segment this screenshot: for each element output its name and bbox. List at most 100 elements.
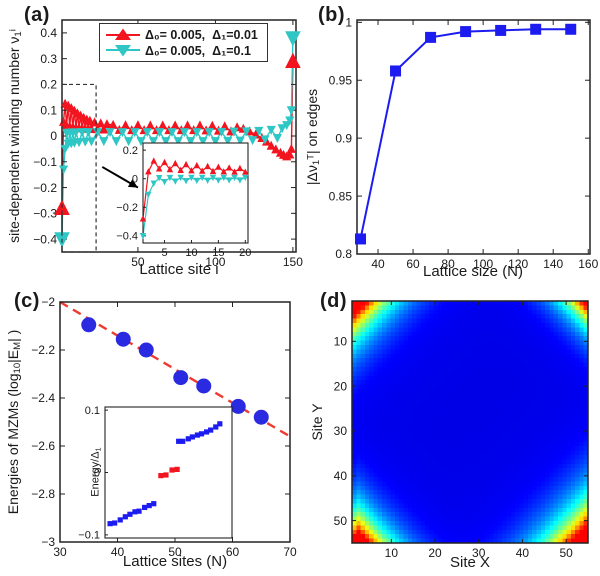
svg-text:0.1: 0.1 [85, 405, 100, 417]
chart-b: 40 60 80 100 120 140 160 0.8 0.85 0.9 0.95 1 [329, 16, 599, 271]
svg-text:10: 10 [185, 247, 197, 259]
chart-c_inset: −0.1 0 0.1 [78, 405, 233, 542]
svg-text:50: 50 [168, 545, 182, 559]
chart-c: 30 40 50 60 70 −3 −2.8 −2.6 −2.4 −2.2 −2 [31, 295, 297, 559]
svg-text:0.95: 0.95 [329, 73, 353, 87]
panel-c-xlabel: Lattice sites (N) [122, 553, 228, 570]
svg-text:−3: −3 [41, 535, 55, 549]
svg-text:5: 5 [161, 247, 167, 259]
panel-c-ylabel-text2: |E [4, 349, 21, 363]
svg-text:50: 50 [559, 546, 573, 560]
svg-text:−2.2: −2.2 [31, 343, 55, 357]
series-markers-c-0 [81, 317, 269, 425]
svg-text:60: 60 [226, 545, 240, 559]
svg-text:40: 40 [334, 469, 348, 483]
panel-b-ylabel-text1: |Δν [303, 165, 320, 186]
series-markers-a_inset-0 [139, 157, 249, 222]
svg-text:80: 80 [441, 257, 455, 271]
svg-text:70: 70 [283, 545, 297, 559]
panel-c-ylabel-sub2: M [12, 341, 24, 350]
ticks-c: 30 40 50 60 70 −3 −2.8 −2.6 −2.4 −2.2 −2 [31, 295, 297, 559]
svg-text:10: 10 [385, 546, 399, 560]
axes-frame-d [351, 300, 589, 544]
panel-b-plot: 40 60 80 100 120 140 160 0.8 0.85 0.9 0.95 1 [329, 16, 599, 271]
svg-text:30: 30 [53, 545, 67, 559]
svg-text:0: 0 [50, 129, 57, 143]
svg-text:30: 30 [472, 546, 486, 560]
panel-a-xlabel: Lattice site i [139, 261, 219, 278]
svg-text:60: 60 [406, 257, 420, 271]
ticks-a_inset: 5 10 15 20 −0.4 −0.2 0 0.2 [116, 145, 251, 259]
panel-d-plot: 10 20 30 40 50 10 20 30 40 50 [334, 300, 589, 560]
svg-text:40: 40 [516, 546, 530, 560]
svg-text:0.2: 0.2 [123, 145, 138, 157]
panel-a-plot: 50 100 15 0 −0.4 −0.3 −0.2 −0.1 0 0.1 0.2 0.3 0.4 5 10… [33, 19, 303, 269]
ticks-d: 10 20 30 40 50 10 20 30 40 50 [334, 301, 588, 560]
legend-label-1: Δ₀= 0.005, Δ₁=0.01 [145, 27, 258, 42]
panel-a-ylabel-text: site-dependent winding number ν [5, 36, 22, 243]
svg-text:0.1: 0.1 [40, 103, 57, 117]
svg-text:−0.1: −0.1 [33, 155, 57, 169]
svg-text:20: 20 [239, 247, 251, 259]
svg-text:−0.2: −0.2 [116, 202, 138, 214]
svg-text:−0.4: −0.4 [116, 231, 138, 243]
svg-text:50: 50 [131, 255, 145, 269]
series-line-b-0 [359, 28, 571, 240]
legend-item-delta1-001: Δ₀= 0.005, Δ₁=0.01 [105, 27, 258, 42]
series-markers-a_main-1 [54, 31, 301, 248]
svg-text:0.8: 0.8 [335, 247, 352, 261]
legend-red-up-triangle-icon [106, 28, 140, 40]
svg-text:30: 30 [334, 424, 348, 438]
panel-a-ylabel: site-dependent winding number ν1i [6, 29, 24, 243]
panel-b-ylabel-sub: 1 [311, 159, 323, 166]
svg-text:0.9: 0.9 [335, 131, 352, 145]
svg-text:20: 20 [334, 379, 348, 393]
chart-a_main: 50 100 15 0 −0.4 −0.3 −0.2 −0.1 0 0.1 0.2 0.3 0.4 [33, 19, 303, 269]
svg-text:−2.4: −2.4 [31, 391, 55, 405]
svg-text:100: 100 [473, 257, 493, 271]
svg-text:0.85: 0.85 [329, 189, 353, 203]
panel-a-legend: Δ₀= 0.005, Δ₁=0.01 Δ₀= 0.005, Δ₁=0.1 [99, 23, 268, 62]
series-markers-b-0 [355, 23, 577, 245]
svg-text:0.2: 0.2 [40, 78, 57, 92]
zoom-region-dashed-rect [61, 83, 97, 253]
panel-c-ylabel-text3: | ) [4, 329, 21, 342]
svg-text:0.3: 0.3 [40, 52, 57, 66]
panel-b-label: (b) [318, 4, 346, 26]
svg-text:120: 120 [508, 257, 528, 271]
svg-text:100: 100 [205, 255, 225, 269]
legend-item-delta1-01: Δ₀= 0.005, Δ₁=0.1 [105, 43, 258, 58]
svg-text:40: 40 [371, 257, 385, 271]
panel-c-label: (c) [14, 290, 40, 312]
ticks-c_inset: −0.1 0 0.1 [78, 405, 108, 542]
svg-text:−0.2: −0.2 [33, 181, 57, 195]
panel-c-inset-ylabel: Energy/Δ1 [90, 447, 103, 496]
panel-a-ylabel-sup: i [7, 29, 19, 32]
ticks-a_main: 50 100 15 0 −0.4 −0.3 −0.2 −0.1 0 0.1 0.2 0.3 0.4 [33, 20, 303, 269]
panel-c-inset-ylabel-sub: 1 [93, 447, 103, 452]
panel-c-plot: 30 40 50 60 70 −3 −2.8 −2.6 −2.4 −2.2 −2 −0.1 0 0.1 [31, 295, 297, 559]
svg-text:−2.6: −2.6 [31, 439, 55, 453]
svg-text:−0.1: −0.1 [78, 530, 100, 542]
panel-b-xlabel: Lattice size (N) [422, 263, 524, 280]
chart-d: 10 20 30 40 50 10 20 30 40 50 [334, 300, 589, 560]
panel-c-ylabel-sub1: 10 [12, 362, 24, 374]
panel-b-ylabel-sup: T [305, 154, 317, 160]
corner-density-heatmap [352, 301, 588, 543]
chart-a_inset: 5 10 15 20 −0.4 −0.2 0 0.2 [116, 142, 251, 259]
svg-text:10: 10 [334, 335, 348, 349]
svg-text:15: 15 [212, 247, 224, 259]
series-markers-c_inset-1 [158, 466, 180, 479]
legend-label-2: Δ₀= 0.005, Δ₁=0.1 [145, 43, 251, 58]
panel-a-label: (a) [24, 4, 50, 26]
panel-c-ylabel: Energies of MZMs (log10|EM| ) [5, 330, 23, 515]
panel-a-ylabel-sub: 1 [13, 31, 25, 37]
svg-text:20: 20 [428, 546, 442, 560]
svg-text:0.4: 0.4 [40, 26, 57, 40]
svg-text:−0.3: −0.3 [33, 207, 57, 221]
series-markers-a_inset-1 [139, 174, 249, 240]
axes-frame-b [356, 19, 591, 255]
svg-text:1: 1 [345, 16, 352, 30]
svg-text:0: 0 [132, 174, 138, 186]
